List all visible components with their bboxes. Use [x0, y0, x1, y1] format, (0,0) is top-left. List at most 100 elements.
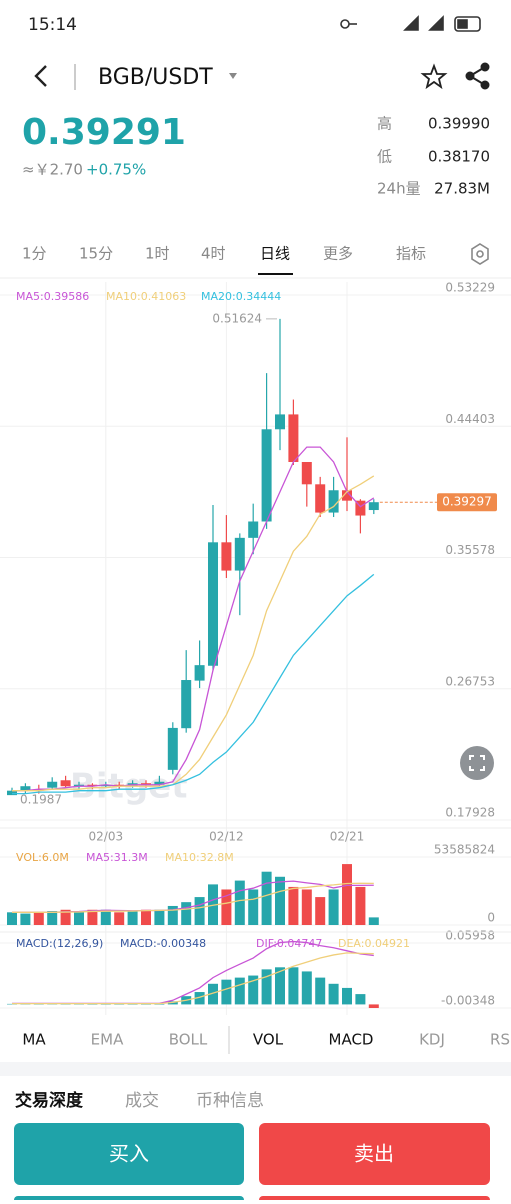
macd-bar: [154, 1004, 165, 1005]
macd-bar: [194, 992, 205, 1005]
indicator-tab[interactable]: BOLL: [169, 1031, 208, 1049]
stat-value: 0.38170: [428, 148, 490, 166]
candle-body: [74, 784, 84, 787]
candle-body: [194, 665, 205, 681]
candle-body: [20, 786, 31, 791]
volume-bar: [315, 897, 326, 925]
bottom-tab[interactable]: 成交: [125, 1091, 159, 1111]
volume-bar: [288, 886, 299, 925]
interval-tab[interactable]: 日线: [260, 245, 290, 263]
volume-bar: [20, 913, 31, 925]
volume-bar: [33, 912, 44, 925]
button-partial: [259, 1196, 490, 1204]
interval-tab[interactable]: 1时: [145, 245, 170, 263]
stat-label: 高: [377, 115, 392, 133]
macd-bar: [342, 987, 352, 1005]
cny-price: ≈￥2.70: [22, 161, 83, 179]
macd-bar: [221, 979, 232, 1005]
macd-line: [12, 952, 374, 1005]
macd-bar: [100, 1004, 111, 1005]
reset-button[interactable]: [460, 746, 494, 780]
volume-bar: [234, 880, 245, 925]
last-price-tag: [437, 493, 497, 512]
legend-entry: MACD:(12,26,9): [16, 937, 103, 950]
candle-body: [114, 784, 125, 787]
macd-bar: [288, 967, 299, 1005]
bottom-tabs: 交易深度 成交 币种信息: [15, 1090, 264, 1111]
candle-body: [181, 680, 192, 729]
macd-bar: [208, 983, 218, 1005]
indicator-tabs: MA EMA BOLL VOL MACD KDJ RS: [22, 1031, 510, 1049]
last-price: 0.39291: [22, 112, 186, 153]
volume-bar: [167, 905, 178, 925]
favorite-icon[interactable]: [420, 63, 448, 90]
indicator-tab[interactable]: VOL: [253, 1031, 284, 1049]
indicator-bar: [0, 1018, 511, 1062]
back-button[interactable]: [34, 65, 47, 87]
interval-tab[interactable]: 更多: [323, 245, 353, 263]
candle-body: [368, 502, 379, 511]
volume-bar: [368, 917, 379, 925]
y-tick-label: 0.05958: [445, 929, 495, 943]
volume-bar: [127, 911, 138, 925]
buy-button[interactable]: [14, 1123, 244, 1185]
volume-bar: [328, 889, 339, 925]
candle-body: [154, 781, 165, 785]
legend-entry: MA10:32.8M: [165, 851, 234, 864]
candle-body: [208, 542, 218, 666]
pair-caret[interactable]: [229, 73, 237, 79]
interval-tab[interactable]: 4时: [201, 245, 226, 263]
volume-bar: [342, 864, 352, 925]
legend-entry: MACD:-0.00348: [120, 937, 206, 950]
legend-entry: MA10:0.41063: [106, 290, 186, 303]
candle-body: [221, 542, 232, 571]
volume-bar: [248, 889, 259, 925]
sell-button[interactable]: [259, 1123, 490, 1185]
candle-body: [328, 490, 339, 513]
volume-bar: [74, 911, 84, 925]
candle-body: [234, 537, 245, 571]
bottom-tab[interactable]: 币种信息: [196, 1091, 264, 1111]
macd-bar: [141, 1004, 151, 1005]
candle-body: [301, 461, 312, 485]
settings-icon[interactable]: [471, 243, 489, 265]
interval-tab[interactable]: 15分: [79, 245, 113, 263]
macd-bar: [301, 971, 312, 1005]
candle-body: [60, 780, 71, 787]
stat-value: 0.39990: [428, 115, 490, 133]
macd-bar: [87, 1004, 98, 1005]
indicator-tab[interactable]: MA: [22, 1031, 46, 1049]
button-partial: [14, 1196, 244, 1204]
indicator-tab[interactable]: RS: [490, 1031, 510, 1049]
indicator-tab[interactable]: EMA: [91, 1031, 124, 1049]
volume-bar: [221, 889, 232, 925]
legend-entry: DEA:0.04921: [338, 937, 410, 950]
macd-bar: [33, 1004, 44, 1005]
indicator-tab[interactable]: KDJ: [419, 1031, 445, 1049]
macd-bar: [248, 975, 259, 1005]
macd-bar: [60, 1004, 71, 1005]
macd-bar: [234, 977, 245, 1005]
indicator-tab[interactable]: MACD: [329, 1031, 374, 1049]
stat-label: 24h量: [377, 180, 421, 198]
volume-bar: [100, 909, 111, 925]
interval-tabs: 1分 15分 1时 4时 日线 更多 指标: [22, 245, 426, 275]
candle-body: [87, 784, 98, 787]
candle-body: [315, 484, 326, 513]
volume-bar: [60, 909, 71, 925]
y-tick-label: 0.17928: [445, 806, 495, 820]
pair-title[interactable]: BGB/USDT: [98, 65, 213, 90]
x-tick-label: 02/12: [209, 830, 244, 844]
interval-tab[interactable]: 指标: [396, 245, 426, 263]
bottom-tab[interactable]: 交易深度: [15, 1090, 84, 1111]
macd-bar: [127, 1004, 138, 1005]
interval-tab[interactable]: 1分: [22, 245, 47, 263]
y-tick-label: -0.00348: [441, 994, 495, 1008]
candle-body: [355, 500, 366, 516]
volume-bar: [154, 909, 165, 925]
volume-bar: [261, 871, 272, 925]
share-icon[interactable]: [465, 62, 490, 90]
volume-bar: [114, 912, 125, 925]
